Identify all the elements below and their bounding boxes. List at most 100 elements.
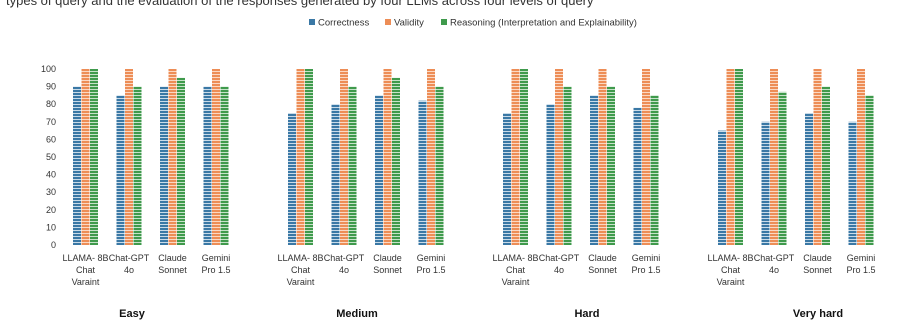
bar-medium-model0-series0 [288,113,296,245]
y-tick-70: 70 [46,117,56,127]
x-tick-label: Pro 1.5 [201,265,230,275]
bar-easy-model0-series2 [90,69,98,245]
bar-medium-model3-series2 [435,86,444,245]
x-tick-label: Chat-GPT [324,253,365,263]
y-tick-50: 50 [46,152,56,162]
x-tick-label: Sonnet [158,265,187,275]
x-tick-label: Claude [803,253,832,263]
legend-label-1: Validity [394,18,424,29]
bar-easy-model2-series2 [177,77,185,245]
group-label-medium: Medium [336,308,378,320]
bar-very-hard-model3-series1 [857,69,865,245]
y-tick-60: 60 [46,134,56,144]
bar-medium-model3-series0 [418,100,427,246]
bar-medium-model2-series0 [375,95,383,246]
x-tick-label: Claude [158,253,187,263]
bar-very-hard-model0-series0 [718,130,726,245]
x-tick-label: 4o [339,265,349,275]
bar-easy-model2-series1 [168,69,177,245]
bar-hard-model0-series2 [520,69,528,245]
bar-very-hard-model1-series0 [761,121,770,245]
bar-very-hard-model0-series1 [726,69,735,245]
x-tick-label: Chat [506,265,526,275]
y-tick-90: 90 [46,82,56,92]
x-tick-label: LLAMA- 8B [62,253,108,263]
x-tick-label: Chat [76,265,96,275]
bar-hard-model3-series1 [642,69,650,245]
x-tick-label: Chat [291,265,311,275]
x-tick-label: Varaint [287,277,315,287]
group-label-very-hard: Very hard [793,308,843,320]
bar-easy-model3-series2 [220,86,229,245]
x-tick-label: Chat [721,265,741,275]
legend-swatch-0 [309,19,315,25]
legend: Correctness Validity Reasoning (Interpreta… [309,18,637,29]
x-tick-label: Chat-GPT [109,253,150,263]
x-tick-label: Varaint [72,277,100,287]
bar-very-hard-model3-series2 [865,95,874,246]
bar-medium-model1-series1 [340,69,348,245]
x-tick-label: Gemini [417,253,446,263]
x-tick-label: Sonnet [373,265,402,275]
x-tick-label: Varaint [502,277,530,287]
bar-medium-model0-series1 [296,69,305,245]
bar-medium-model2-series2 [392,77,400,245]
y-tick-30: 30 [46,187,56,197]
bar-very-hard-model1-series1 [770,69,778,245]
bar-very-hard-model0-series2 [735,69,743,245]
legend-swatch-2 [441,19,447,25]
y-tick-100: 100 [41,64,56,74]
x-tick-label: Sonnet [588,265,617,275]
bar-medium-model1-series2 [348,86,357,245]
x-tick-label: Chat-GPT [539,253,580,263]
x-tick-label: Gemini [847,253,876,263]
group-label-easy: Easy [119,308,146,320]
bars [73,69,874,246]
x-tick-label: LLAMA- 8B [277,253,323,263]
caption-text: types of query and the evaluation of the… [6,0,594,8]
x-tick-label: Chat-GPT [754,253,795,263]
bar-hard-model2-series0 [590,95,598,246]
y-tick-0: 0 [51,240,56,250]
bar-hard-model0-series0 [503,113,511,245]
x-tick-label: 4o [124,265,134,275]
bar-hard-model3-series2 [650,95,659,246]
y-tick-10: 10 [46,222,56,232]
bar-easy-model1-series2 [133,86,142,245]
x-tick-label: 4o [769,265,779,275]
x-tick-label: LLAMA- 8B [492,253,538,263]
x-tick-label: Claude [588,253,617,263]
bar-medium-model3-series1 [427,69,435,245]
x-tick-label: Claude [373,253,402,263]
y-tick-20: 20 [46,205,56,215]
x-axis-labels: LLAMA- 8B Chat Varaint Chat-GPT 4o Claude Sonn… [62,253,875,320]
legend-label-0: Correctness [318,18,369,29]
bar-medium-model1-series0 [331,104,340,245]
bar-easy-model3-series1 [212,69,220,245]
x-tick-label: Pro 1.5 [416,265,445,275]
x-tick-label: Pro 1.5 [631,265,660,275]
x-tick-label: Varaint [717,277,745,287]
bar-easy-model3-series0 [203,86,212,245]
bar-hard-model3-series0 [633,107,642,245]
bar-very-hard-model2-series1 [813,69,822,245]
bar-hard-model1-series2 [563,86,572,245]
y-tick-40: 40 [46,170,56,180]
bar-medium-model0-series2 [305,69,313,245]
bar-easy-model0-series1 [81,69,90,245]
bar-very-hard-model2-series0 [805,113,813,245]
bar-hard-model2-series1 [598,69,607,245]
group-label-hard: Hard [574,308,599,320]
bar-very-hard-model3-series0 [848,121,857,245]
y-tick-80: 80 [46,99,56,109]
bar-easy-model0-series0 [73,86,81,245]
bar-very-hard-model2-series2 [822,86,830,245]
bar-easy-model2-series0 [160,86,168,245]
x-tick-label: Gemini [632,253,661,263]
x-tick-label: Gemini [202,253,231,263]
legend-label-2: Reasoning (Interpretation and Explainabi… [450,18,637,29]
bar-hard-model0-series1 [511,69,520,245]
bar-very-hard-model1-series2 [778,91,787,245]
x-tick-label: 4o [554,265,564,275]
